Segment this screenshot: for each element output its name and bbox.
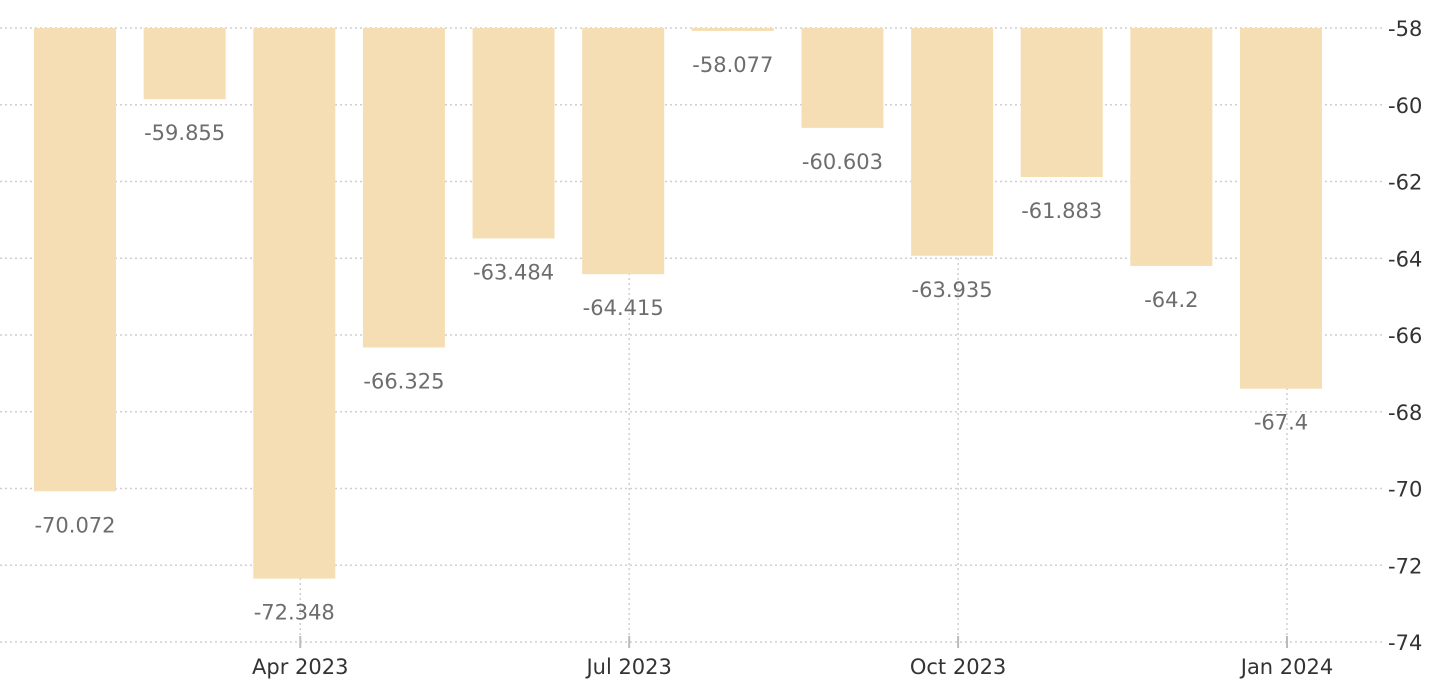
x-tick-label: Jan 2024 — [1239, 655, 1334, 679]
y-tick-label: -66 — [1388, 324, 1422, 348]
data-label: -63.935 — [912, 278, 993, 302]
y-tick-label: -68 — [1388, 401, 1422, 425]
data-label: -67.4 — [1254, 411, 1308, 435]
data-label: -64.2 — [1144, 288, 1198, 312]
data-label: -59.855 — [144, 121, 225, 145]
data-label: -72.348 — [254, 601, 335, 625]
bar — [472, 28, 555, 239]
bar — [691, 28, 774, 31]
bar — [1130, 28, 1213, 266]
data-label: -63.484 — [473, 260, 554, 284]
x-tick-label: Oct 2023 — [910, 655, 1006, 679]
bar — [801, 28, 884, 128]
bar — [582, 28, 665, 275]
x-tick-label: Apr 2023 — [252, 655, 348, 679]
data-label: -61.883 — [1021, 199, 1102, 223]
y-tick-label: -58 — [1388, 17, 1422, 41]
x-axis: Apr 2023 Jul 2023 Oct 2023 Jan 2024 — [252, 636, 1333, 679]
y-axis: -58 -60 -62 -64 -66 -68 -70 -72 -74 — [1388, 17, 1422, 655]
bar — [362, 28, 445, 348]
y-tick-label: -64 — [1388, 247, 1422, 271]
data-label: -58.077 — [692, 53, 773, 77]
data-label: -70.072 — [34, 513, 115, 537]
x-tick-label: Jul 2023 — [584, 655, 671, 679]
bar — [911, 28, 994, 256]
data-labels: -70.072 -59.855 -72.348 -66.325 -63.484 -64.4… — [34, 53, 1308, 625]
bar — [1240, 28, 1322, 389]
bar — [34, 28, 116, 492]
y-tick-label: -62 — [1388, 171, 1422, 195]
data-label: -66.325 — [363, 369, 444, 393]
y-tick-label: -72 — [1388, 554, 1422, 578]
y-tick-label: -60 — [1388, 94, 1422, 118]
bars — [34, 28, 1322, 579]
data-label: -60.603 — [802, 150, 883, 174]
grid — [0, 27, 1382, 643]
y-tick-label: -74 — [1388, 631, 1422, 655]
y-tick-label: -70 — [1388, 478, 1422, 502]
bar — [143, 28, 226, 100]
bar — [1020, 28, 1103, 178]
data-label: -64.415 — [583, 296, 664, 320]
bar — [253, 28, 336, 579]
